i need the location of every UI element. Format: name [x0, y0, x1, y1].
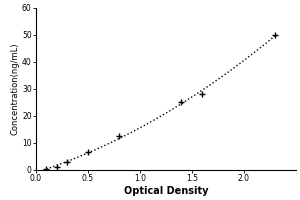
Y-axis label: Concentration(ng/mL): Concentration(ng/mL) [10, 43, 19, 135]
X-axis label: Optical Density: Optical Density [124, 186, 208, 196]
